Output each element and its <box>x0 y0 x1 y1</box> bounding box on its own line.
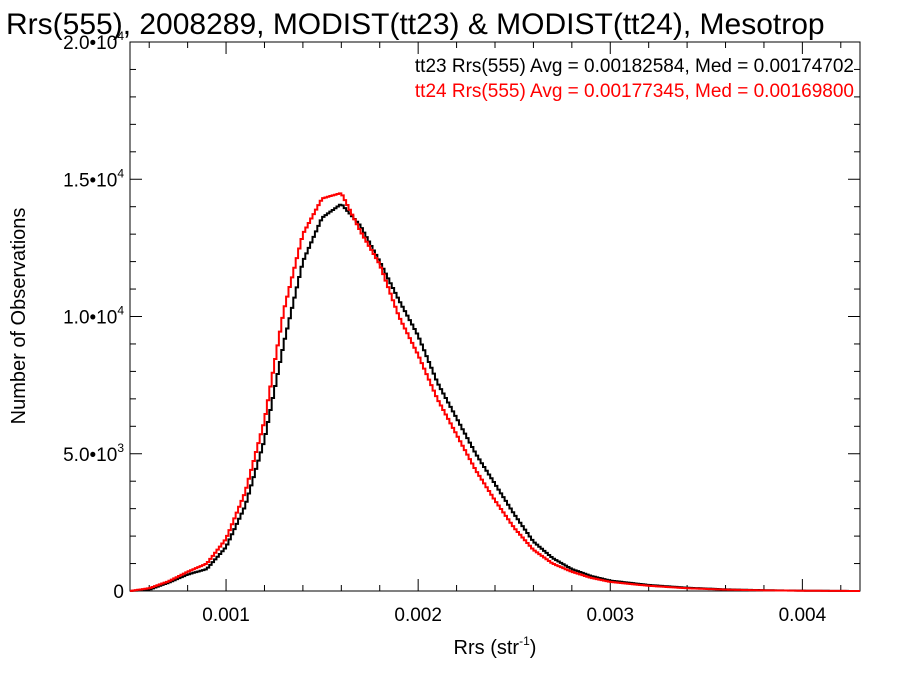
y-tick-label: 0 <box>113 582 124 603</box>
plot-frame <box>129 41 861 592</box>
x-tick-label: 0.004 <box>779 605 827 626</box>
x-axis-label: Rrs (str-1) <box>454 634 537 659</box>
axis-ticks <box>130 41 860 592</box>
y-tick-label: 1.0•104 <box>63 304 124 329</box>
chart-title: Rrs(555), 2008289, MODIST(tt23) & MODIST… <box>6 8 825 41</box>
x-axis-label-close: ) <box>530 637 537 659</box>
y-tick-label: 5.0•103 <box>63 441 124 466</box>
y-axis-label: Number of Observations <box>8 208 30 425</box>
series-lines <box>130 192 860 592</box>
x-axis-label-sup: -1 <box>519 634 530 648</box>
annotation-tt24: tt24 Rrs(555) Avg = 0.00177345, Med = 0.… <box>415 81 854 102</box>
series-line-tt24 <box>130 192 860 592</box>
x-tick-label: 0.001 <box>202 605 250 626</box>
x-axis-label-main: Rrs (str <box>454 637 520 659</box>
annotation-tt23: tt23 Rrs(555) Avg = 0.00182584, Med = 0.… <box>415 56 854 77</box>
tick-labels: 0.001 0.002 0.003 0.004 0 5.0•103 1.0•104 1.5•1… <box>63 29 826 626</box>
x-tick-label: 0.003 <box>586 605 634 626</box>
x-tick-label: 0.002 <box>394 605 442 626</box>
y-tick-label: 2.0•104 <box>63 29 124 54</box>
y-tick-label: 1.5•104 <box>63 166 124 191</box>
series-line-tt23 <box>130 203 860 592</box>
